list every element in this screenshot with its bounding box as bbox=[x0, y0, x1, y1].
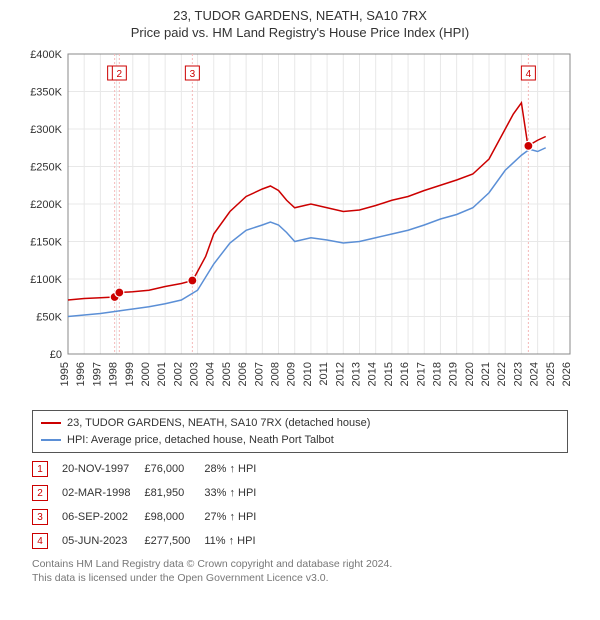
marker-dot bbox=[524, 141, 533, 150]
marker-box-icon: 3 bbox=[32, 509, 48, 525]
tx-date: 20-NOV-1997 bbox=[62, 457, 144, 481]
svg-text:1995: 1995 bbox=[59, 362, 71, 386]
tx-date: 06-SEP-2002 bbox=[62, 505, 144, 529]
tx-marker: 4 bbox=[32, 529, 62, 553]
svg-text:£400K: £400K bbox=[30, 49, 62, 61]
marker-label: 3 bbox=[190, 69, 196, 80]
tx-price: £76,000 bbox=[144, 457, 204, 481]
transaction-table: 1 20-NOV-1997£76,00028% ↑ HPI 2 02-MAR-1998… bbox=[32, 457, 270, 553]
svg-text:£350K: £350K bbox=[30, 87, 62, 99]
table-row: 1 20-NOV-1997£76,00028% ↑ HPI bbox=[32, 457, 270, 481]
table-row: 3 06-SEP-2002£98,00027% ↑ HPI bbox=[32, 505, 270, 529]
svg-text:2005: 2005 bbox=[221, 362, 233, 386]
tx-date: 02-MAR-1998 bbox=[62, 481, 144, 505]
tx-price: £81,950 bbox=[144, 481, 204, 505]
svg-text:2018: 2018 bbox=[431, 362, 443, 386]
marker-dot bbox=[188, 276, 197, 285]
svg-text:2010: 2010 bbox=[302, 362, 314, 386]
marker-dot bbox=[115, 288, 124, 297]
svg-text:2017: 2017 bbox=[415, 362, 427, 386]
footer-line: This data is licensed under the Open Gov… bbox=[32, 571, 568, 585]
tx-diff: 28% ↑ HPI bbox=[204, 457, 270, 481]
svg-text:2002: 2002 bbox=[172, 362, 184, 386]
svg-text:2003: 2003 bbox=[189, 362, 201, 386]
svg-text:£50K: £50K bbox=[36, 312, 62, 324]
tx-marker: 3 bbox=[32, 505, 62, 529]
legend-label: 23, TUDOR GARDENS, NEATH, SA10 7RX (deta… bbox=[67, 415, 370, 432]
svg-text:2019: 2019 bbox=[448, 362, 460, 386]
svg-text:2020: 2020 bbox=[464, 362, 476, 386]
table-row: 4 05-JUN-2023£277,50011% ↑ HPI bbox=[32, 529, 270, 553]
svg-text:2014: 2014 bbox=[367, 362, 379, 386]
marker-label: 4 bbox=[526, 69, 532, 80]
tx-marker: 2 bbox=[32, 481, 62, 505]
marker-box-icon: 1 bbox=[32, 461, 48, 477]
svg-text:2022: 2022 bbox=[496, 362, 508, 386]
legend: 23, TUDOR GARDENS, NEATH, SA10 7RX (deta… bbox=[32, 410, 568, 453]
svg-text:2015: 2015 bbox=[383, 362, 395, 386]
svg-text:£150K: £150K bbox=[30, 237, 62, 249]
legend-swatch bbox=[41, 422, 61, 424]
tx-price: £98,000 bbox=[144, 505, 204, 529]
tx-diff: 27% ↑ HPI bbox=[204, 505, 270, 529]
marker-label: 2 bbox=[117, 69, 123, 80]
svg-text:2024: 2024 bbox=[529, 362, 541, 386]
svg-text:2000: 2000 bbox=[140, 362, 152, 386]
legend-swatch bbox=[41, 439, 61, 441]
tx-date: 05-JUN-2023 bbox=[62, 529, 144, 553]
table-row: 2 02-MAR-1998£81,95033% ↑ HPI bbox=[32, 481, 270, 505]
svg-text:2011: 2011 bbox=[318, 362, 330, 386]
legend-row: HPI: Average price, detached house, Neat… bbox=[41, 432, 559, 449]
attribution-footer: Contains HM Land Registry data © Crown c… bbox=[32, 557, 568, 585]
svg-text:2007: 2007 bbox=[253, 362, 265, 386]
address-title: 23, TUDOR GARDENS, NEATH, SA10 7RX bbox=[4, 8, 596, 23]
svg-text:2013: 2013 bbox=[350, 362, 362, 386]
svg-text:£250K: £250K bbox=[30, 162, 62, 174]
svg-text:2025: 2025 bbox=[545, 362, 557, 386]
svg-text:2004: 2004 bbox=[205, 362, 217, 386]
svg-text:2016: 2016 bbox=[399, 362, 411, 386]
tx-diff: 33% ↑ HPI bbox=[204, 481, 270, 505]
tx-marker: 1 bbox=[32, 457, 62, 481]
svg-text:2026: 2026 bbox=[561, 362, 573, 386]
tx-diff: 11% ↑ HPI bbox=[204, 529, 270, 553]
svg-text:2008: 2008 bbox=[270, 362, 282, 386]
marker-box-icon: 2 bbox=[32, 485, 48, 501]
svg-text:2023: 2023 bbox=[512, 362, 524, 386]
svg-text:1996: 1996 bbox=[75, 362, 87, 386]
line-chart: £0 £50K £100K £150K £200K £250K £300K £350K £400… bbox=[20, 44, 580, 404]
tx-price: £277,500 bbox=[144, 529, 204, 553]
svg-text:2012: 2012 bbox=[334, 362, 346, 386]
svg-text:1998: 1998 bbox=[108, 362, 120, 386]
svg-text:£300K: £300K bbox=[30, 124, 62, 136]
svg-text:2006: 2006 bbox=[237, 362, 249, 386]
svg-text:1999: 1999 bbox=[124, 362, 136, 386]
svg-text:1997: 1997 bbox=[91, 362, 103, 386]
svg-text:£200K: £200K bbox=[30, 199, 62, 211]
svg-text:2009: 2009 bbox=[286, 362, 298, 386]
legend-row: 23, TUDOR GARDENS, NEATH, SA10 7RX (deta… bbox=[41, 415, 559, 432]
svg-text:£100K: £100K bbox=[30, 274, 62, 286]
legend-label: HPI: Average price, detached house, Neat… bbox=[67, 432, 334, 449]
chart-area: £0 £50K £100K £150K £200K £250K £300K £350K £400… bbox=[20, 44, 580, 404]
footer-line: Contains HM Land Registry data © Crown c… bbox=[32, 557, 568, 571]
chart-header: 23, TUDOR GARDENS, NEATH, SA10 7RX Price… bbox=[0, 0, 600, 44]
svg-text:2001: 2001 bbox=[156, 362, 168, 386]
chart-subtitle: Price paid vs. HM Land Registry's House … bbox=[4, 25, 596, 40]
svg-text:2021: 2021 bbox=[480, 362, 492, 386]
marker-box-icon: 4 bbox=[32, 533, 48, 549]
svg-text:£0: £0 bbox=[50, 349, 62, 361]
